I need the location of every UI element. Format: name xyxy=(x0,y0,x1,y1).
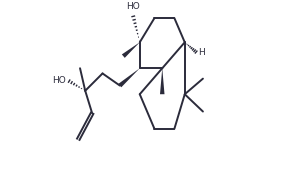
Polygon shape xyxy=(118,68,140,87)
Text: H: H xyxy=(199,48,205,57)
Text: HO: HO xyxy=(53,76,66,85)
Text: HO: HO xyxy=(126,2,140,11)
Polygon shape xyxy=(122,42,140,58)
Polygon shape xyxy=(160,68,165,94)
